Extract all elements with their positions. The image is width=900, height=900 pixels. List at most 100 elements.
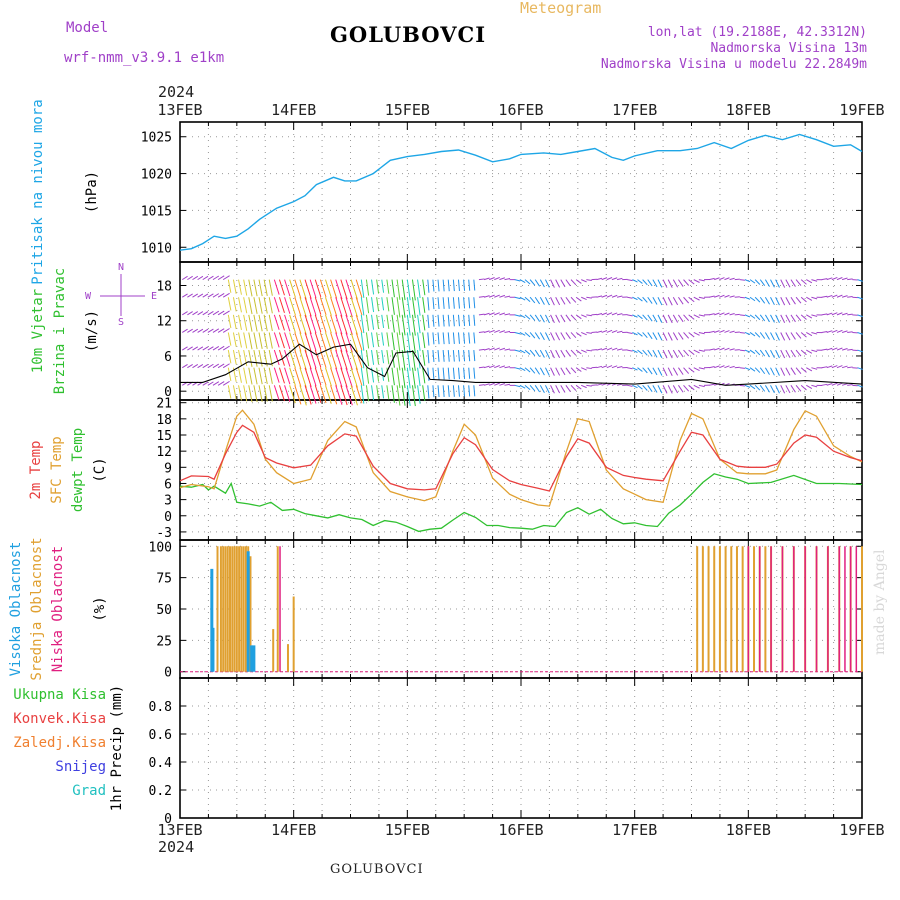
wind-barb <box>284 314 291 332</box>
wind-barb <box>478 313 485 316</box>
wind-barb <box>406 350 411 371</box>
wind-barb <box>253 332 258 350</box>
y-tick-label: 18 <box>156 413 172 428</box>
wind-barb <box>586 314 592 317</box>
wind-barb <box>642 296 648 303</box>
wind-barb <box>724 277 730 281</box>
wind-barb <box>647 332 653 340</box>
temp-unit-label: (C) <box>92 457 108 482</box>
wind-barb <box>606 277 613 281</box>
wind-barb <box>289 314 296 333</box>
wind-barb <box>263 279 268 296</box>
wind-barb <box>304 297 312 317</box>
wind-barb <box>304 279 312 299</box>
wind-barb <box>386 385 390 400</box>
pressure-line <box>179 133 863 251</box>
wind-barb <box>355 332 363 351</box>
wind-barb <box>488 347 495 351</box>
wind-speed-line <box>180 343 863 386</box>
wind-barb <box>473 297 476 309</box>
station-title: GOLUBOVCI <box>330 22 487 47</box>
compass-e: E <box>151 291 157 302</box>
wind-barb <box>698 314 705 317</box>
wind-barb <box>284 332 291 350</box>
wind-barb <box>724 347 730 351</box>
wind-barb <box>499 365 506 369</box>
wind-barb <box>376 279 380 294</box>
wind-barb <box>672 279 679 288</box>
wind-barb <box>698 384 705 388</box>
wind-barb <box>442 314 445 327</box>
wind-barb <box>565 332 571 340</box>
wind-barb <box>601 347 608 351</box>
wind-barb <box>780 279 786 288</box>
wind-barb <box>616 277 623 281</box>
wind-barb <box>729 365 735 369</box>
model-name: wrf-nmm_v3.9.1 e1km <box>64 50 225 66</box>
wind-barb <box>202 311 209 316</box>
wind-barb <box>662 332 668 341</box>
wind-barb <box>345 314 353 335</box>
wind-barb <box>504 366 511 369</box>
wind-barb <box>662 314 668 324</box>
wind-barb <box>647 385 653 392</box>
x-tick-label-top: 14FEB <box>271 101 316 119</box>
y-tick-label: 21 <box>156 397 172 412</box>
wind-barb <box>207 363 214 369</box>
cloud-unit-label: (%) <box>92 596 108 621</box>
wind-barb <box>570 296 577 303</box>
wind-barb <box>222 363 230 369</box>
wind-barb <box>539 314 545 323</box>
wind-barb <box>811 367 818 370</box>
wind-barb <box>187 364 193 369</box>
wind-barb <box>294 385 302 405</box>
y-tick-label: 18 <box>156 279 172 294</box>
wind-barb <box>857 349 863 353</box>
wind-barb <box>309 367 317 387</box>
wind-barb <box>457 279 460 292</box>
wind-barb <box>770 332 775 341</box>
wind-barb <box>401 279 406 301</box>
wind-barb <box>319 332 327 351</box>
wind-barb <box>253 314 258 332</box>
sfc-temp-line <box>179 409 863 507</box>
wind-barb <box>207 275 214 281</box>
y-tick-label: 0.4 <box>149 756 173 771</box>
wind-barb <box>427 297 430 311</box>
wind-barb <box>519 384 526 389</box>
wind-barb <box>330 349 338 370</box>
wind-barb <box>637 279 643 284</box>
wind-barb <box>422 385 426 401</box>
wind-barb <box>360 279 365 298</box>
wind-barb <box>719 347 725 351</box>
wind-barb <box>606 329 613 333</box>
footer-station: GOLUBOVCI <box>330 862 424 877</box>
wind-barb <box>304 367 312 388</box>
wind-barb <box>504 330 511 333</box>
wind-barb <box>371 385 375 401</box>
wind-barb <box>299 297 307 318</box>
wind-barb <box>821 295 828 298</box>
y-tick-label: 12 <box>156 445 172 460</box>
wind-barb <box>749 384 756 390</box>
x-tick-label-bottom: 19FEB <box>839 821 884 839</box>
wind-barb <box>632 279 638 283</box>
wind-barb <box>294 367 302 387</box>
wind-barb <box>268 367 273 384</box>
wind-barb <box>519 349 526 354</box>
wind-barb <box>314 332 322 350</box>
wind-barb <box>217 328 225 333</box>
wind-barb <box>391 367 395 386</box>
wind-barb <box>350 349 358 371</box>
wind-barb <box>586 367 592 370</box>
wind-barb <box>386 279 390 294</box>
wind-barb <box>263 385 268 402</box>
wind-barb <box>187 275 193 281</box>
wind-barb <box>544 367 550 376</box>
wind-barb <box>688 314 695 320</box>
wind-barb <box>371 350 375 365</box>
wind-barb <box>550 367 555 376</box>
wind-barb <box>360 350 365 369</box>
wind-barb <box>570 332 577 339</box>
wind-barb <box>499 294 506 298</box>
